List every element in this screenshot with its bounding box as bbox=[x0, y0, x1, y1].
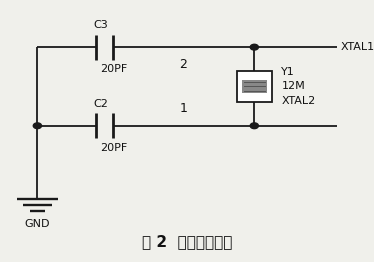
Bar bbox=[242, 80, 267, 93]
Text: 2: 2 bbox=[179, 58, 187, 71]
Text: C2: C2 bbox=[94, 99, 108, 109]
Bar bbox=[237, 71, 272, 101]
Text: Y1: Y1 bbox=[281, 67, 295, 77]
Text: C3: C3 bbox=[94, 20, 108, 30]
Text: 20PF: 20PF bbox=[101, 143, 128, 153]
Text: 12M: 12M bbox=[281, 81, 305, 91]
Text: 图 2  系统振荡电路: 图 2 系统振荡电路 bbox=[142, 234, 232, 249]
Text: XTAL2: XTAL2 bbox=[281, 96, 316, 106]
Text: GND: GND bbox=[25, 219, 50, 229]
Text: XTAL1: XTAL1 bbox=[340, 42, 374, 52]
Text: 20PF: 20PF bbox=[101, 64, 128, 74]
Circle shape bbox=[250, 123, 258, 129]
Circle shape bbox=[250, 44, 258, 50]
Text: 1: 1 bbox=[179, 102, 187, 115]
Circle shape bbox=[33, 123, 42, 129]
